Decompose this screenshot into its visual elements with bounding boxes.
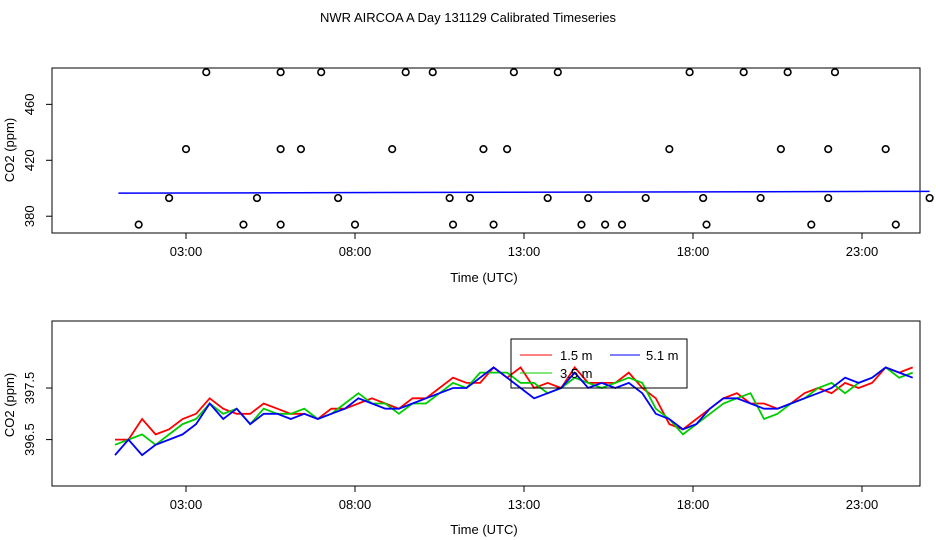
top-plot-frame: [51, 67, 921, 234]
data-point: [543, 193, 552, 203]
x-tick-label: 08:00: [339, 497, 372, 512]
data-point: [685, 68, 694, 77]
data-point: [881, 145, 890, 154]
top-points: [134, 68, 934, 229]
top-panel: 03:00 08:00 13:00 18:00 23:00 380 420 460 Time…: [2, 67, 934, 285]
data-point: [641, 193, 650, 203]
data-point: [445, 193, 454, 203]
data-point: [601, 220, 610, 229]
data-point: [503, 145, 512, 154]
top-y-axis-label: CO2 (ppm): [2, 118, 17, 182]
y-tick-label: 420: [22, 149, 37, 171]
x-tick-label: 18:00: [677, 244, 710, 259]
data-point: [401, 68, 410, 77]
data-point: [181, 145, 191, 154]
legend-label-5-1m: 5.1 m: [646, 348, 679, 363]
data-point: [489, 220, 498, 229]
data-point: [739, 68, 748, 77]
data-point: [807, 220, 816, 229]
top-x-ticks: 03:00 08:00 13:00 18:00 23:00: [170, 233, 879, 259]
legend-label-3-5m: 3.5 m: [560, 366, 593, 381]
bottom-y-axis-label: CO2 (ppm): [2, 373, 17, 437]
legend: 1.5 m 3.5 m 5.1 m: [510, 338, 688, 389]
data-point: [252, 193, 262, 203]
data-point: [296, 145, 306, 154]
y-tick-label: 380: [22, 205, 37, 227]
bottom-panel: 03:00 08:00 13:00 18:00 23:00 396.5 397.5 Tim…: [2, 320, 921, 537]
series-line-5-1m: [114, 366, 914, 457]
data-point: [202, 68, 211, 77]
data-point: [276, 68, 285, 77]
data-point: [553, 68, 562, 77]
data-point: [617, 220, 627, 229]
bottom-series: [114, 365, 914, 457]
data-point: [165, 193, 174, 203]
bottom-plot-frame: [51, 320, 921, 487]
data-point: [239, 220, 248, 229]
x-tick-label: 03:00: [170, 244, 203, 259]
x-tick-label: 08:00: [339, 244, 372, 259]
data-point: [824, 145, 833, 154]
data-point: [509, 68, 518, 77]
data-point: [276, 145, 285, 154]
legend-box: [510, 338, 688, 389]
data-point: [702, 220, 711, 229]
data-point: [334, 193, 343, 203]
data-point: [925, 193, 934, 203]
data-point: [350, 220, 360, 229]
bottom-y-ticks: 396.5 397.5: [22, 372, 52, 456]
data-point: [577, 220, 586, 229]
data-point: [776, 145, 785, 154]
data-point: [479, 145, 488, 154]
y-tick-label: 397.5: [22, 372, 37, 405]
x-tick-label: 18:00: [677, 497, 710, 512]
data-point: [824, 193, 833, 203]
bottom-x-ticks: 03:00 08:00 13:00 18:00 23:00: [170, 486, 879, 512]
chart-title: NWR AIRCOA A Day 131129 Calibrated Times…: [320, 10, 616, 25]
x-tick-label: 13:00: [508, 497, 541, 512]
data-point: [428, 68, 437, 77]
data-point: [891, 220, 900, 229]
top-y-ticks: 380 420 460: [22, 94, 52, 227]
data-point: [388, 145, 397, 154]
data-point: [276, 220, 285, 229]
data-point: [134, 220, 143, 229]
top-x-axis-label: Time (UTC): [450, 270, 517, 285]
x-tick-label: 03:00: [170, 497, 203, 512]
data-point: [584, 193, 593, 203]
mean-line: [118, 190, 930, 194]
bottom-x-axis-label: Time (UTC): [450, 522, 517, 537]
x-tick-label: 23:00: [846, 497, 879, 512]
data-point: [317, 68, 326, 77]
data-point: [465, 193, 475, 203]
data-point: [699, 193, 708, 203]
data-point: [448, 220, 458, 229]
data-point: [783, 68, 792, 77]
x-tick-label: 23:00: [846, 244, 879, 259]
y-tick-label: 460: [22, 94, 37, 116]
y-tick-label: 396.5: [22, 423, 37, 456]
x-tick-label: 13:00: [508, 244, 541, 259]
legend-label-1-5m: 1.5 m: [560, 348, 593, 363]
data-point: [665, 145, 674, 154]
data-point: [756, 193, 765, 203]
data-point: [830, 68, 840, 77]
top-series-line: [118, 190, 930, 194]
